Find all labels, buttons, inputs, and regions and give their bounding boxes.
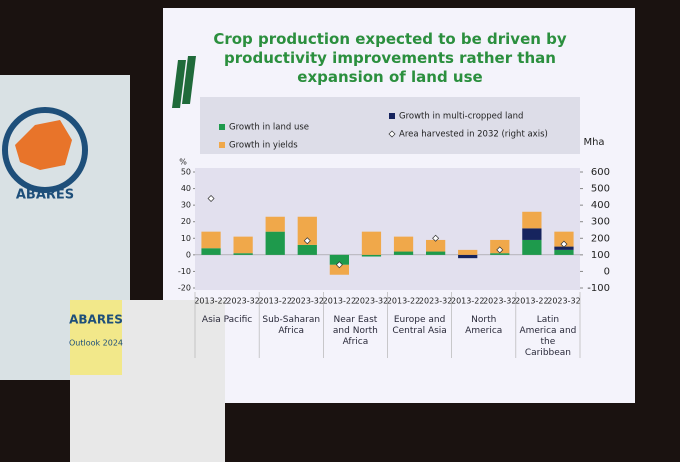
y2-tick-label: 600 <box>591 167 610 178</box>
podium-title: ABARES <box>69 313 123 327</box>
legend-marker <box>388 130 396 138</box>
bar-segment <box>201 248 221 255</box>
x-tick-label: 2023-32 <box>226 297 259 306</box>
x-tick-label: 2013-22 <box>323 297 356 306</box>
bar-segment <box>554 249 574 255</box>
bar-segment <box>265 231 285 255</box>
banner-text: ABARES <box>16 188 74 203</box>
y2-axis-label: Mha <box>583 137 604 148</box>
bar-segment <box>297 216 317 245</box>
legend-label: Growth in multi-cropped land <box>399 112 523 122</box>
point <box>560 240 568 248</box>
chart-title: Crop production expected to be driven by… <box>213 30 567 86</box>
legend-swatch <box>219 124 225 130</box>
podium-subtitle: Outlook 2024 <box>69 339 123 348</box>
point <box>496 246 504 254</box>
bar-segment <box>361 254 382 257</box>
bar-segment <box>233 236 253 254</box>
x-tick-label: 2013-22 <box>515 297 548 306</box>
legend-swatch <box>219 142 225 148</box>
bar-segment <box>201 231 221 249</box>
y2-tick-label: 500 <box>591 184 610 195</box>
bar-segment <box>522 211 542 229</box>
point <box>303 237 311 245</box>
group-label: Sub-Saharan Africa <box>262 315 321 336</box>
point <box>432 234 440 242</box>
bar-segment <box>393 236 414 252</box>
group-label: Latin America and the Caribbean <box>519 315 577 358</box>
bar-segment <box>297 244 317 255</box>
y2-tick-label: 0 <box>604 266 610 277</box>
plot-area <box>195 168 580 290</box>
bar-segment <box>329 264 349 275</box>
bar-segment <box>490 253 510 255</box>
y-tick-label: -20 <box>178 284 191 293</box>
bar-segment <box>458 254 478 259</box>
x-tick-label: 2023-32 <box>355 297 388 306</box>
y-tick-label: 50 <box>181 168 191 177</box>
banner-logo <box>2 107 88 193</box>
x-tick-label: 2013-22 <box>451 297 484 306</box>
legend-swatch <box>389 113 395 119</box>
x-tick-label: 2023-32 <box>291 297 324 306</box>
bar-segment <box>265 216 285 232</box>
y-tick-label: 30 <box>181 201 191 210</box>
podium-sign <box>70 300 122 375</box>
y-axis-label: % <box>179 158 187 167</box>
x-tick-label: 2013-22 <box>387 297 420 306</box>
bar-segment <box>426 251 446 255</box>
bar-segment <box>522 239 542 255</box>
y-tick-label: 10 <box>181 234 191 243</box>
y2-tick-label: -100 <box>587 283 610 294</box>
bar-segment <box>522 228 542 240</box>
point <box>335 261 343 269</box>
bar-segment <box>329 254 349 265</box>
bar-segment <box>393 251 414 255</box>
bar-segment <box>458 249 478 255</box>
y2-tick-label: 200 <box>591 233 610 244</box>
group-label: Near East and North Africa <box>332 315 378 347</box>
y-tick-label: -10 <box>178 267 191 276</box>
bar-segment <box>361 231 382 255</box>
group-label: Asia Pacific <box>201 315 253 325</box>
legend-label: Growth in land use <box>229 123 309 133</box>
slide-logo <box>172 56 196 108</box>
x-tick-label: 2023-32 <box>547 297 580 306</box>
y-tick-label: 0 <box>186 250 191 259</box>
bar-segment <box>554 246 574 250</box>
y-tick-label: 20 <box>181 217 191 226</box>
y-tick-label: 40 <box>181 184 191 193</box>
y2-tick-label: 100 <box>591 250 610 261</box>
bar-segment <box>426 239 446 252</box>
point <box>207 195 215 203</box>
y2-tick-label: 300 <box>591 217 610 228</box>
legend-label: Growth in yields <box>229 141 298 151</box>
x-tick-label: 2013-22 <box>258 297 291 306</box>
group-label: North America <box>465 315 503 336</box>
x-tick-label: 2023-32 <box>483 297 516 306</box>
legend-box <box>200 97 580 154</box>
x-tick-label: 2013-22 <box>194 297 227 306</box>
x-tick-label: 2023-32 <box>419 297 452 306</box>
legend-label: Area harvested in 2032 (right axis) <box>399 130 548 140</box>
bar-segment <box>554 231 574 247</box>
group-label: Europe and Central Asia <box>392 315 447 336</box>
y2-tick-label: 400 <box>591 200 610 211</box>
bar-segment <box>233 253 253 255</box>
banner-map <box>15 120 72 170</box>
